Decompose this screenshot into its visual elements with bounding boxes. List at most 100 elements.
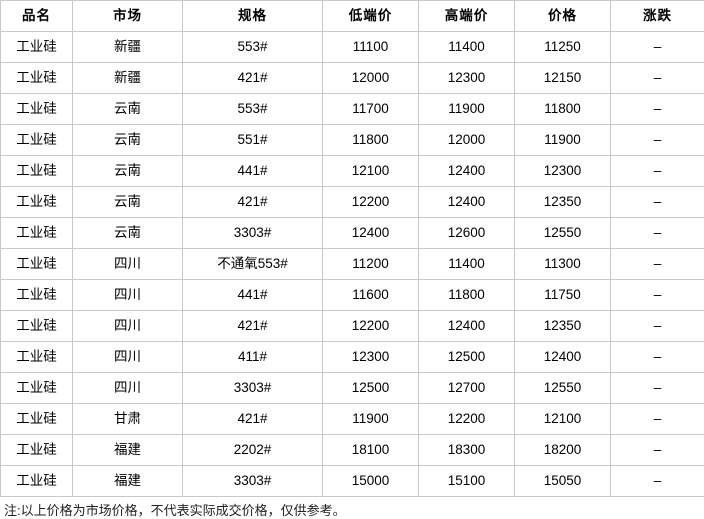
cell-product: 工业硅 — [1, 280, 73, 311]
cell-price: 12400 — [515, 342, 611, 373]
cell-low-price: 11700 — [323, 94, 419, 125]
table-row: 工业硅 云南 421# 12200 12400 12350 – — [1, 187, 704, 218]
table-body: 工业硅 新疆 553# 11100 11400 11250 – 工业硅 新疆 4… — [1, 32, 704, 497]
cell-price: 18200 — [515, 435, 611, 466]
cell-market: 云南 — [73, 125, 183, 156]
cell-high-price: 12400 — [419, 156, 515, 187]
cell-high-price: 11900 — [419, 94, 515, 125]
table-row: 工业硅 新疆 553# 11100 11400 11250 – — [1, 32, 704, 63]
cell-price: 12350 — [515, 187, 611, 218]
cell-market: 四川 — [73, 342, 183, 373]
cell-low-price: 11200 — [323, 249, 419, 280]
column-header-change: 涨跌 — [611, 1, 704, 32]
cell-product: 工业硅 — [1, 249, 73, 280]
cell-high-price: 18300 — [419, 435, 515, 466]
cell-price: 11800 — [515, 94, 611, 125]
cell-market: 四川 — [73, 373, 183, 404]
cell-low-price: 12500 — [323, 373, 419, 404]
cell-price: 11750 — [515, 280, 611, 311]
cell-high-price: 12600 — [419, 218, 515, 249]
table-row: 工业硅 云南 551# 11800 12000 11900 – — [1, 125, 704, 156]
cell-high-price: 12000 — [419, 125, 515, 156]
cell-change: – — [611, 435, 704, 466]
table-row: 工业硅 云南 553# 11700 11900 11800 – — [1, 94, 704, 125]
cell-low-price: 12400 — [323, 218, 419, 249]
cell-high-price: 12400 — [419, 187, 515, 218]
cell-product: 工业硅 — [1, 404, 73, 435]
table-row: 工业硅 四川 411# 12300 12500 12400 – — [1, 342, 704, 373]
cell-spec: 421# — [183, 404, 323, 435]
table-header-row: 品名 市场 规格 低端价 高端价 价格 涨跌 — [1, 1, 704, 32]
cell-spec: 553# — [183, 94, 323, 125]
cell-market: 新疆 — [73, 32, 183, 63]
cell-price: 12350 — [515, 311, 611, 342]
cell-change: – — [611, 249, 704, 280]
cell-low-price: 12100 — [323, 156, 419, 187]
cell-spec: 3303# — [183, 466, 323, 497]
cell-price: 12100 — [515, 404, 611, 435]
cell-product: 工业硅 — [1, 94, 73, 125]
column-header-market: 市场 — [73, 1, 183, 32]
cell-spec: 441# — [183, 156, 323, 187]
cell-market: 云南 — [73, 156, 183, 187]
cell-product: 工业硅 — [1, 187, 73, 218]
cell-product: 工业硅 — [1, 466, 73, 497]
cell-change: – — [611, 187, 704, 218]
cell-spec: 421# — [183, 311, 323, 342]
cell-high-price: 11800 — [419, 280, 515, 311]
cell-spec: 2202# — [183, 435, 323, 466]
cell-price: 12550 — [515, 218, 611, 249]
cell-price: 12550 — [515, 373, 611, 404]
cell-price: 12300 — [515, 156, 611, 187]
column-header-price: 价格 — [515, 1, 611, 32]
cell-market: 四川 — [73, 280, 183, 311]
table-row: 工业硅 云南 3303# 12400 12600 12550 – — [1, 218, 704, 249]
table-header: 品名 市场 规格 低端价 高端价 价格 涨跌 — [1, 1, 704, 32]
cell-price: 11300 — [515, 249, 611, 280]
table-row: 工业硅 四川 421# 12200 12400 12350 – — [1, 311, 704, 342]
table-row: 工业硅 新疆 421# 12000 12300 12150 – — [1, 63, 704, 94]
cell-market: 新疆 — [73, 63, 183, 94]
cell-change: – — [611, 218, 704, 249]
column-header-low-price: 低端价 — [323, 1, 419, 32]
cell-change: – — [611, 32, 704, 63]
table-row: 工业硅 福建 3303# 15000 15100 15050 – — [1, 466, 704, 497]
cell-product: 工业硅 — [1, 435, 73, 466]
cell-high-price: 12500 — [419, 342, 515, 373]
cell-high-price: 12400 — [419, 311, 515, 342]
cell-product: 工业硅 — [1, 342, 73, 373]
cell-change: – — [611, 311, 704, 342]
cell-low-price: 18100 — [323, 435, 419, 466]
cell-market: 福建 — [73, 435, 183, 466]
table-row: 工业硅 四川 不通氧553# 11200 11400 11300 – — [1, 249, 704, 280]
cell-change: – — [611, 342, 704, 373]
cell-high-price: 11400 — [419, 32, 515, 63]
cell-product: 工业硅 — [1, 125, 73, 156]
cell-low-price: 11100 — [323, 32, 419, 63]
column-header-product: 品名 — [1, 1, 73, 32]
cell-market: 甘肃 — [73, 404, 183, 435]
cell-product: 工业硅 — [1, 63, 73, 94]
cell-product: 工业硅 — [1, 311, 73, 342]
table-row: 工业硅 甘肃 421# 11900 12200 12100 – — [1, 404, 704, 435]
cell-market: 四川 — [73, 249, 183, 280]
cell-low-price: 12300 — [323, 342, 419, 373]
cell-high-price: 12200 — [419, 404, 515, 435]
cell-price: 11900 — [515, 125, 611, 156]
cell-product: 工业硅 — [1, 32, 73, 63]
cell-market: 四川 — [73, 311, 183, 342]
cell-product: 工业硅 — [1, 373, 73, 404]
cell-spec: 421# — [183, 63, 323, 94]
cell-price: 11250 — [515, 32, 611, 63]
cell-spec: 3303# — [183, 218, 323, 249]
cell-high-price: 11400 — [419, 249, 515, 280]
cell-change: – — [611, 466, 704, 497]
cell-high-price: 12300 — [419, 63, 515, 94]
cell-change: – — [611, 280, 704, 311]
cell-change: – — [611, 373, 704, 404]
cell-change: – — [611, 404, 704, 435]
cell-spec: 3303# — [183, 373, 323, 404]
cell-change: – — [611, 94, 704, 125]
cell-spec: 不通氧553# — [183, 249, 323, 280]
cell-product: 工业硅 — [1, 218, 73, 249]
